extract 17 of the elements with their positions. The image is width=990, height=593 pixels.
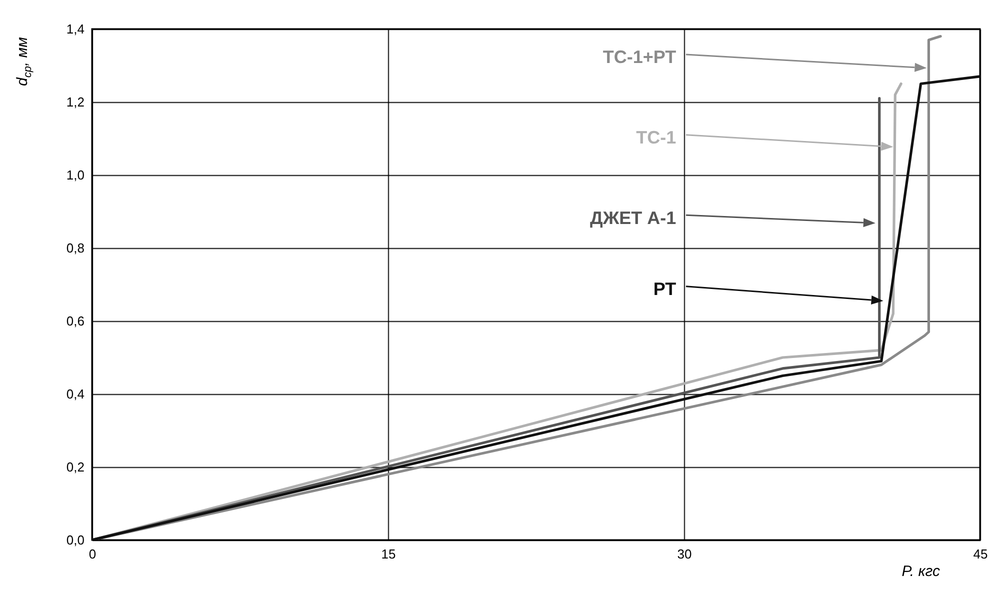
x-tick-label: 15 — [381, 546, 396, 562]
y-tick-label: 1,0 — [66, 168, 84, 182]
x-tick-label: 0 — [88, 546, 96, 562]
y-tick-label: 0,2 — [66, 460, 84, 474]
x-axis-title: P. кгс — [902, 563, 940, 580]
text: РТ — [653, 278, 676, 299]
text: ДЖЕТ А-1 — [590, 208, 676, 228]
x-tick-label: 45 — [973, 546, 988, 562]
y-tick-label: 1,2 — [66, 94, 84, 110]
y-tick-label: 1,4 — [66, 22, 84, 36]
y-tick-label: 0,0 — [66, 532, 84, 548]
text: ТС-1 — [636, 128, 676, 148]
x-tick-label: 30 — [677, 546, 692, 562]
text: ТС-1+РТ — [602, 47, 676, 68]
y-tick-label: 0,8 — [66, 240, 84, 256]
y-tick-label: 0,4 — [66, 386, 84, 402]
y-tick-label: 0,6 — [66, 314, 84, 328]
